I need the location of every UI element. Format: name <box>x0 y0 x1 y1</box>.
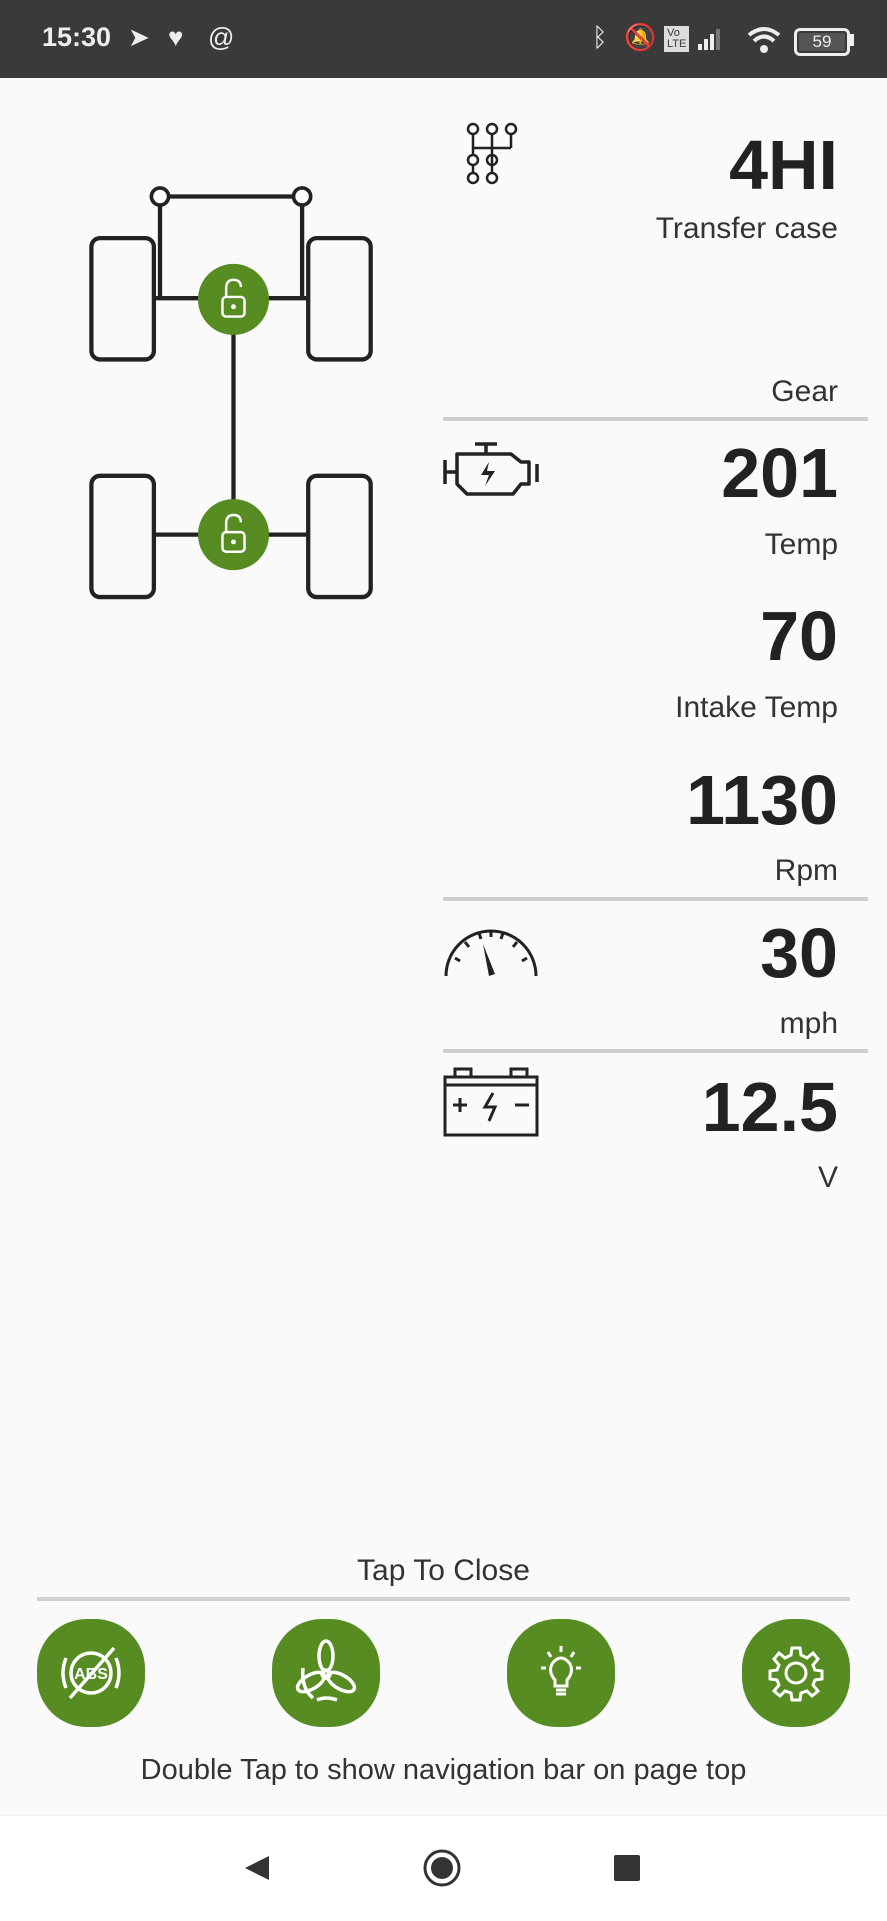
speed-unit-label: mph <box>779 1007 838 1040</box>
rear-left-wheel <box>89 473 157 600</box>
front-lock-icon[interactable] <box>197 263 270 335</box>
gear-label: Gear <box>771 375 838 408</box>
bluetooth-icon: ᛒ <box>592 22 608 52</box>
signal-icon <box>698 29 720 50</box>
abs-button[interactable]: ABS <box>37 1619 145 1727</box>
voltage-value: 12.5 <box>701 1068 838 1146</box>
double-tap-hint: Double Tap to show navigation bar on pag… <box>140 1754 747 1786</box>
fan-icon <box>295 1639 357 1702</box>
settings-icon <box>768 1646 824 1702</box>
intake-temp-value: 70 <box>760 597 838 675</box>
battery-icon <box>443 1067 539 1137</box>
telegram-icon: ➤ <box>128 22 150 52</box>
battery-level: 59 <box>799 33 845 51</box>
transfer-case-value: 4HI <box>729 126 838 204</box>
light-bulb-icon <box>541 1646 581 1696</box>
wifi-icon <box>747 27 781 53</box>
svg-text:ABS: ABS <box>74 1666 108 1683</box>
battery-icon: 59 <box>794 28 850 56</box>
drivetrain-diagram <box>89 186 373 600</box>
settings-button[interactable] <box>742 1619 850 1727</box>
intake-temp-label: Intake Temp <box>675 691 838 724</box>
rear-lock-icon[interactable] <box>197 499 270 571</box>
divider <box>37 1597 850 1601</box>
status-time: 15:30 <box>42 22 112 52</box>
rpm-label: Rpm <box>774 854 838 887</box>
tap-to-close-button[interactable]: Tap To Close <box>357 1554 530 1587</box>
front-left-wheel <box>89 236 157 362</box>
rpm-value: 1130 <box>686 761 838 839</box>
speed-value: 30 <box>760 914 838 992</box>
status-bar: 15:30 ➤ ♥ @ ᛒ 🔕 Vo LTE 59 <box>0 0 887 78</box>
transfer-case-label: Transfer case <box>655 212 838 245</box>
fan-button[interactable] <box>272 1619 380 1727</box>
light-button[interactable] <box>507 1619 615 1727</box>
divider <box>443 1049 868 1053</box>
gear-shift-icon <box>466 122 518 185</box>
bell-off-icon: 🔕 <box>624 22 657 52</box>
engine-icon <box>443 442 539 496</box>
front-right-wheel <box>306 236 373 362</box>
volte-icon: Vo LTE <box>664 26 690 52</box>
engine-temp-label: Temp <box>764 528 838 561</box>
at-icon: @ <box>208 22 235 52</box>
heart-icon: ♥ <box>168 22 184 52</box>
back-button[interactable] <box>243 1854 271 1882</box>
voltage-unit-label: V <box>817 1161 838 1194</box>
navigation-bar <box>0 1815 887 1921</box>
engine-temp-value: 201 <box>721 434 838 512</box>
divider <box>443 417 868 421</box>
rear-right-wheel <box>306 473 373 600</box>
abs-off-icon: ABS <box>61 1646 121 1700</box>
speedometer-icon <box>444 929 538 977</box>
recents-button[interactable] <box>613 1854 641 1882</box>
divider <box>443 897 868 901</box>
home-button[interactable] <box>422 1848 462 1888</box>
